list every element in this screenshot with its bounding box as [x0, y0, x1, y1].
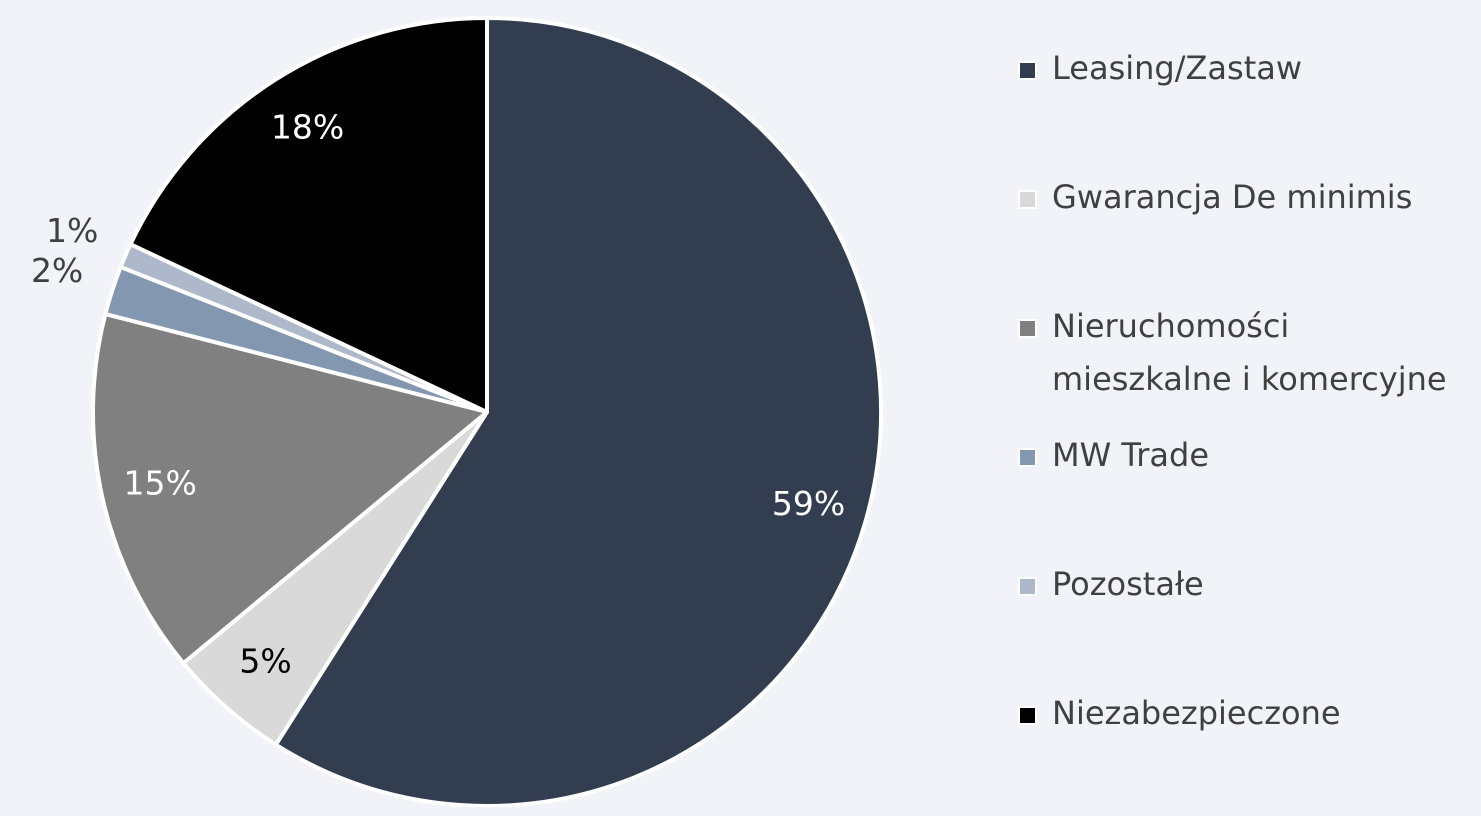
legend-item: Pozostałe	[1018, 558, 1478, 687]
legend-item: Leasing/Zastaw	[1018, 42, 1478, 171]
legend-swatch	[1018, 61, 1037, 80]
legend-swatch	[1018, 190, 1037, 209]
legend-item: Gwarancja De minimis	[1018, 171, 1478, 300]
legend-item: Nieruchomości mieszkalne i komercyjne	[1018, 300, 1478, 429]
chart: 59% 5% 15% 2%1% 18%	[31, 16, 883, 807]
data-label: 1%	[46, 211, 98, 250]
data-label: 18%	[271, 108, 344, 147]
legend-item: Niezabezpieczone	[1018, 687, 1478, 816]
data-label: 5%	[239, 642, 291, 681]
legend-label: MW Trade	[1052, 436, 1210, 474]
data-label: 2%	[31, 251, 83, 290]
legend-swatch	[1018, 706, 1037, 725]
legend-label: Pozostałe	[1052, 565, 1204, 603]
legend: Leasing/Zastaw Gwarancja De minimis Nieruc…	[1018, 42, 1478, 816]
legend-label: Gwarancja De minimis	[1052, 178, 1413, 216]
legend-swatch	[1018, 577, 1037, 596]
pie-slice	[91, 312, 489, 666]
legend-label: Leasing/Zastaw	[1052, 49, 1303, 87]
legend-swatch	[1018, 448, 1037, 467]
legend-item: MW Trade	[1018, 429, 1478, 558]
legend-label: Nieruchomości mieszkalne i komercyjne	[1052, 307, 1447, 398]
pie-slice	[273, 16, 883, 807]
legend-swatch	[1018, 319, 1037, 338]
pie-slice	[128, 16, 489, 414]
legend-label: Niezabezpieczone	[1052, 694, 1341, 732]
data-label: 15%	[123, 464, 196, 503]
data-label: 59%	[772, 484, 845, 523]
